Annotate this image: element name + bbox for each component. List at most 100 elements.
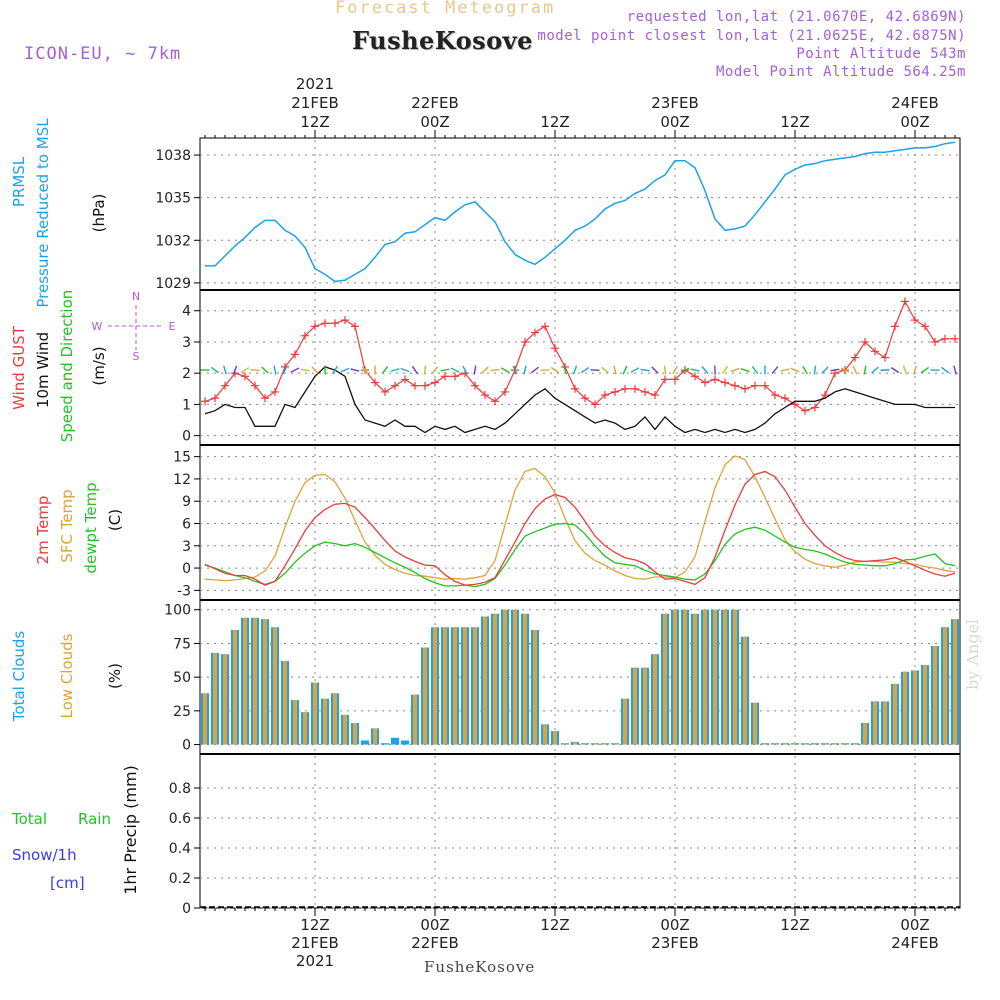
low-cloud-bar	[643, 667, 647, 745]
pressure-ytick-label: 1035	[155, 191, 191, 207]
low-cloud-bar	[913, 670, 917, 745]
wind-direction-arrow	[890, 367, 900, 374]
low-cloud-bar	[203, 693, 207, 745]
temperature-ytick-label: 9	[182, 494, 191, 510]
wind-direction-arrow	[300, 368, 310, 372]
clouds-ytick-label: 0	[182, 738, 191, 754]
low-cloud-bar	[763, 743, 767, 745]
low-cloud-bar	[783, 743, 787, 745]
low-cloud-bar	[303, 712, 307, 745]
wind-ytick-label: 3	[182, 335, 191, 351]
wind-direction-arrow	[920, 366, 930, 374]
low-cloud-bar	[443, 627, 447, 745]
meteogram-title: Forecast Meteogram	[335, 0, 556, 18]
low-cloud-bar	[593, 743, 597, 745]
low-cloud-bar	[573, 741, 577, 745]
low-cloud-bar	[743, 636, 747, 745]
time-label-top: 12Z	[300, 113, 329, 131]
wind-direction-arrow	[613, 365, 617, 375]
wind-direction-arrow	[232, 365, 238, 375]
wind-panel-frame	[199, 289, 961, 446]
wind-ytick-label: 0	[182, 429, 191, 445]
wind-direction-arrow	[651, 366, 659, 374]
low-cloud-bar	[923, 665, 927, 745]
low-cloud-bar	[903, 671, 907, 745]
wind-direction-arrow	[512, 365, 518, 375]
low-cloud-bar	[753, 702, 757, 745]
temperature-ytick-label: 6	[182, 517, 191, 533]
wind-ytick-label: 2	[182, 366, 191, 382]
time-label-bottom: 12Z	[540, 916, 569, 934]
wind-direction-arrow	[880, 369, 890, 372]
closest-point-coordinates: model point closest lon,lat (21.0625E, 4…	[537, 28, 966, 44]
low-cloud-bar	[633, 667, 637, 745]
time-label-top: 12Z	[780, 113, 809, 131]
temperature-ytick-label: 12	[173, 472, 191, 488]
low-cloud-bar	[943, 627, 947, 745]
time-label-bottom: 00Z	[900, 916, 929, 934]
total-clouds-label: Total Clouds	[10, 631, 28, 723]
low-cloud-bar	[333, 693, 337, 745]
low-cloud-bar	[653, 654, 657, 745]
sfc-temp-label: SFC Temp	[58, 489, 76, 562]
time-label-bottom: 24FEB	[891, 934, 938, 952]
low-cloud-bar	[543, 724, 547, 745]
footer-location: FusheKosove	[424, 958, 536, 976]
low-cloud-bar	[353, 722, 357, 745]
low-clouds-label: Low Clouds	[58, 633, 76, 718]
time-label-bottom: 12Z	[780, 916, 809, 934]
low-cloud-bar	[833, 743, 837, 745]
low-cloud-bar	[493, 613, 497, 745]
low-cloud-bar	[233, 629, 237, 745]
low-cloud-bar	[683, 609, 687, 745]
clouds-unit-label: (%)	[106, 663, 124, 689]
wind-direction-arrow	[601, 366, 609, 374]
wind-direction-arrow	[423, 365, 427, 375]
low-cloud-bar	[673, 609, 677, 745]
wind-direction-arrow	[941, 366, 949, 374]
wind-direction-arrow	[261, 366, 269, 374]
wind-direction-arrow	[240, 367, 250, 374]
wind-direction-arrow	[913, 365, 917, 375]
precip-axis-label: 1hr Precip (mm)	[121, 765, 140, 895]
wind-direction-arrow	[701, 366, 709, 374]
compass-e: E	[169, 320, 176, 333]
low-cloud-bar	[713, 609, 717, 745]
time-label-top: 12Z	[540, 113, 569, 131]
low-cloud-bar	[863, 722, 867, 745]
low-cloud-bar	[883, 701, 887, 745]
wind-direction-arrow	[780, 368, 790, 372]
low-cloud-bar	[503, 609, 507, 745]
wind-direction-arrow	[580, 366, 590, 374]
temperature-ytick-label: 3	[182, 539, 191, 555]
wind-direction-arrow	[390, 368, 400, 373]
wind-gust-label: Wind GUST	[10, 325, 28, 410]
total-cloud-bar	[361, 740, 369, 745]
pressure-ytick-label: 1029	[155, 276, 191, 292]
wind-direction-arrow	[223, 365, 227, 375]
low-cloud-bar	[283, 660, 287, 745]
low-cloud-bar	[223, 654, 227, 745]
wind-speed-direction-label: Speed and Direction	[58, 290, 76, 443]
temp-2m-label: 2m Temp	[34, 496, 52, 565]
clouds-ytick-label: 25	[173, 704, 191, 720]
wind-line	[204, 366, 955, 434]
wind-direction-arrow	[802, 365, 808, 375]
low-cloud-bar	[533, 629, 537, 745]
pressure-ytick-label: 1038	[155, 148, 191, 164]
time-label-top: 22FEB	[411, 94, 458, 112]
low-cloud-bar	[693, 613, 697, 745]
wind-direction-arrow	[411, 365, 419, 375]
low-cloud-bar	[263, 619, 267, 745]
temperature-ytick-label: 0	[182, 561, 191, 577]
wind-direction-arrow	[622, 365, 628, 375]
low-cloud-bar	[313, 682, 317, 745]
location-title: FusheKosove	[352, 26, 533, 55]
pressure-ytick-label: 1032	[155, 233, 191, 249]
total-cloud-bar	[401, 740, 409, 745]
wind-direction-arrow	[902, 365, 908, 375]
clouds-ytick-label: 75	[173, 636, 191, 652]
wind-direction-arrow	[771, 366, 779, 374]
low-cloud-bar	[793, 743, 797, 745]
